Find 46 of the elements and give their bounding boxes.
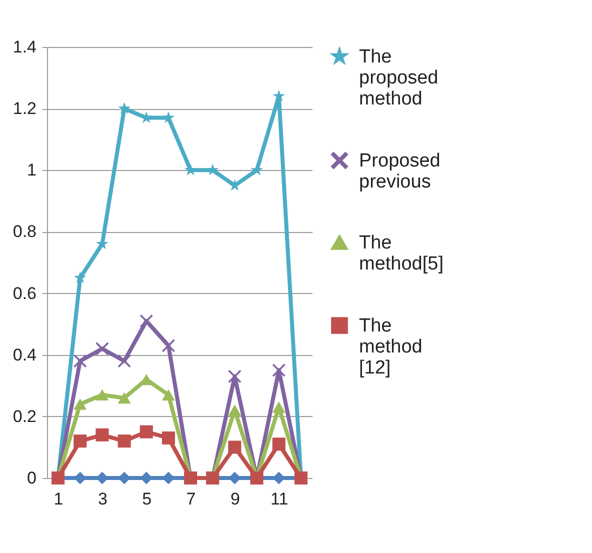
point — [96, 428, 109, 442]
point — [118, 392, 131, 404]
point — [272, 364, 286, 377]
x-tick-label: 11 — [270, 490, 288, 508]
legend-label: The proposed method — [359, 46, 438, 110]
point — [74, 398, 87, 410]
point — [118, 434, 131, 448]
point — [228, 179, 241, 191]
legend-label: Proposed previous — [359, 150, 440, 192]
point — [250, 164, 263, 176]
y-tick-label: 0.4 — [12, 345, 36, 364]
point — [96, 389, 109, 401]
point — [184, 164, 197, 176]
legend-label: The method [12] — [359, 316, 422, 378]
point — [162, 339, 175, 352]
point — [228, 404, 242, 416]
point — [272, 402, 286, 413]
y-tick-label: 1.4 — [12, 38, 36, 56]
y-tick-label: 0.6 — [12, 284, 36, 303]
point — [118, 102, 130, 114]
point — [140, 425, 153, 438]
point — [162, 431, 175, 444]
point — [228, 370, 242, 383]
y-tick-label: 1 — [27, 160, 36, 180]
point — [118, 354, 131, 368]
point — [74, 354, 87, 368]
y-tick-label: 1.2 — [12, 99, 36, 118]
x-tick-label: 7 — [186, 490, 196, 508]
legend-label: The method[5] — [359, 232, 444, 274]
point — [162, 111, 175, 124]
x-tick-label: 5 — [142, 490, 152, 508]
y-tick-label: 0.8 — [12, 222, 36, 242]
point — [74, 271, 86, 284]
point — [140, 314, 153, 328]
point — [96, 342, 109, 356]
point — [162, 389, 175, 401]
x-tick-label: 9 — [230, 490, 240, 508]
point — [206, 164, 219, 176]
y-tick-label: 0 — [27, 468, 36, 488]
point — [272, 438, 286, 451]
x-tick-label: 3 — [98, 490, 108, 508]
x-tick-label: 1 — [54, 490, 64, 508]
point — [74, 434, 87, 448]
point — [228, 440, 242, 454]
point — [272, 90, 286, 102]
y-tick-label: 0.2 — [12, 406, 36, 426]
